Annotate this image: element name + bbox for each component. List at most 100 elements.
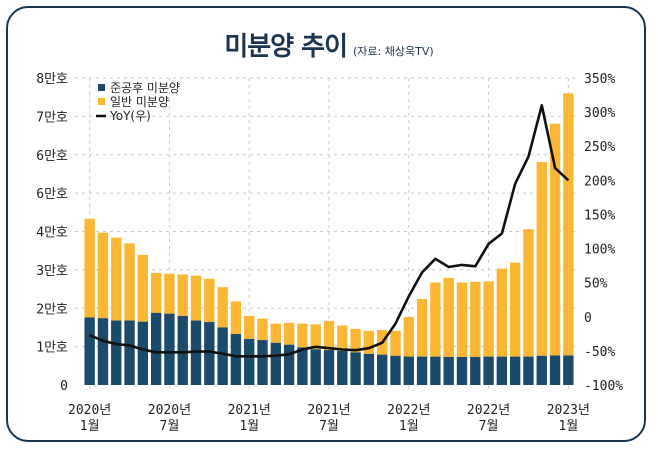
bar-general-unsold: [217, 287, 228, 328]
bar-general-unsold: [456, 282, 468, 357]
bar-completed-unsold: [244, 338, 255, 385]
bar-completed-unsold: [390, 355, 401, 385]
x-tick-label: 2023년: [547, 403, 590, 418]
legend-label: 준공후 미분양: [110, 81, 180, 95]
bar-completed-unsold: [323, 350, 335, 385]
bar-completed-unsold: [483, 356, 494, 385]
bar-completed-unsold: [377, 354, 388, 385]
bar-completed-unsold: [297, 347, 308, 385]
left-tick-label: 1만호: [36, 341, 68, 356]
left-tick-label: 7만호: [36, 110, 68, 125]
chart-subtitle: (자료: 채상욱TV): [353, 45, 434, 58]
legend-label: YoY(우): [109, 109, 151, 123]
left-tick-label: 0: [60, 379, 68, 394]
yoy-line: [89, 104, 570, 358]
bar-completed-unsold: [270, 342, 281, 385]
bar-general-unsold: [563, 93, 574, 356]
bar-completed-unsold: [496, 356, 508, 385]
bar-general-unsold: [416, 299, 428, 357]
bar-general-unsold: [190, 275, 202, 321]
x-tick-label: 2021년: [228, 403, 271, 418]
chart-title: 미분양 추이: [224, 32, 348, 62]
bars: [84, 93, 574, 385]
bar-completed-unsold: [217, 327, 228, 385]
left-tick-label: 2만호: [36, 302, 68, 317]
right-tick-label: 350%: [584, 72, 615, 87]
bar-general-unsold: [470, 281, 481, 357]
chart-title-block: 미분양 추이 (자료: 채상욱TV): [0, 26, 658, 63]
bar-completed-unsold: [310, 349, 321, 385]
bar-completed-unsold: [204, 322, 215, 385]
x-tick-label: 2022년: [467, 403, 510, 418]
x-tick-label: 1월: [558, 419, 578, 434]
bar-completed-unsold: [403, 356, 414, 385]
bar-general-unsold: [177, 274, 188, 316]
bar-completed-unsold: [337, 350, 348, 385]
bar-general-unsold: [150, 272, 162, 313]
bar-general-unsold: [124, 243, 135, 321]
bar-general-unsold: [363, 330, 375, 354]
bar-general-unsold: [244, 315, 255, 339]
right-tick-label: 250%: [584, 140, 615, 155]
bar-completed-unsold: [257, 340, 268, 385]
bar-completed-unsold: [509, 356, 521, 385]
x-tick-label: 7월: [160, 419, 180, 434]
x-tick-label: 7월: [319, 419, 339, 434]
bar-completed-unsold: [124, 320, 135, 385]
bar-general-unsold: [483, 281, 494, 357]
bar-general-unsold: [350, 328, 361, 353]
bar-completed-unsold: [150, 312, 162, 385]
bar-general-unsold: [137, 254, 149, 322]
bar-completed-unsold: [470, 356, 481, 385]
bar-completed-unsold: [84, 317, 95, 385]
x-tick-label: 1월: [239, 419, 259, 434]
bar-completed-unsold: [350, 352, 361, 385]
bar-general-unsold: [297, 323, 308, 348]
right-tick-label: 200%: [584, 174, 615, 189]
bar-completed-unsold: [443, 356, 454, 385]
left-tick-label: 4만호: [36, 226, 68, 241]
right-tick-label: -100%: [584, 379, 623, 394]
right-tick-label: 50%: [584, 277, 608, 292]
legend-swatch: [98, 98, 105, 105]
bar-general-unsold: [509, 262, 521, 357]
left-tick-label: 6만호: [36, 149, 68, 164]
bar-completed-unsold: [137, 321, 149, 385]
right-tick-label: 150%: [584, 208, 615, 223]
legend-label: 일반 미분양: [110, 95, 169, 109]
x-tick-label: 2020년: [68, 403, 111, 418]
bar-general-unsold: [283, 322, 295, 345]
x-tick-label: 1월: [80, 419, 100, 434]
right-tick-label: -50%: [584, 345, 615, 360]
x-tick-label: 2021년: [307, 403, 350, 418]
x-tick-label: 7월: [479, 419, 499, 434]
bar-completed-unsold: [456, 356, 468, 385]
bar-general-unsold: [523, 229, 534, 357]
left-tick-label: 3만호: [36, 264, 68, 279]
legend-swatch: [98, 84, 105, 91]
bar-general-unsold: [111, 237, 122, 321]
x-tick-label: 1월: [399, 419, 419, 434]
yoy-line-group: [89, 104, 570, 358]
bar-completed-unsold: [549, 355, 561, 385]
bar-completed-unsold: [536, 355, 547, 385]
bar-general-unsold: [549, 123, 561, 356]
right-tick-label: 300%: [584, 106, 615, 121]
left-tick-label: 6만호: [36, 187, 68, 202]
x-tick-label: 2020년: [148, 403, 191, 418]
x-axis: 2020년1월2020년7월2021년1월2021년7월2022년1월2022년…: [68, 403, 590, 434]
right-tick-label: 0: [584, 311, 592, 326]
right-axis: -100% -50% 0 50% 100% 150% 200% 250% 300% 350%: [584, 72, 623, 394]
bar-completed-unsold: [164, 313, 175, 385]
bar-general-unsold: [337, 325, 348, 351]
bar-general-unsold: [257, 318, 268, 341]
bar-general-unsold: [97, 232, 109, 319]
left-axis: 0 1만호 2만호 3만호 4만호 6만호 6만호 7만호 8만호: [36, 72, 68, 394]
bar-completed-unsold: [563, 355, 574, 385]
left-tick-label: 8만호: [36, 72, 68, 87]
bar-general-unsold: [230, 301, 242, 334]
bar-general-unsold: [323, 320, 335, 351]
x-tick-label: 2022년: [387, 403, 430, 418]
bar-completed-unsold: [363, 353, 375, 385]
